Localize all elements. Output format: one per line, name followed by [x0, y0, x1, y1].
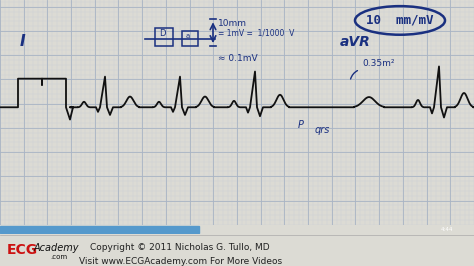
Bar — [155, 28, 173, 46]
Text: Visit www.ECGAcademy.com For More Videos: Visit www.ECGAcademy.com For More Videos — [79, 257, 282, 266]
Bar — [0, 226, 199, 233]
Text: .com: .com — [51, 254, 68, 260]
Text: ≈ 0.1mV: ≈ 0.1mV — [218, 54, 258, 63]
Text: 10  mm/mV: 10 mm/mV — [366, 14, 434, 27]
Text: qrs: qrs — [315, 125, 330, 135]
Text: Copyright © 2011 Nicholas G. Tullo, MD: Copyright © 2011 Nicholas G. Tullo, MD — [91, 243, 270, 252]
Text: a: a — [186, 33, 190, 39]
Text: 4:44: 4:44 — [441, 227, 453, 232]
Text: Academy: Academy — [33, 243, 79, 253]
Text: 0.35m²: 0.35m² — [362, 59, 394, 68]
Text: D: D — [159, 29, 165, 38]
Text: aVR: aVR — [340, 35, 371, 49]
Bar — [182, 31, 198, 46]
Text: ECG: ECG — [7, 243, 38, 257]
Text: 0:00: 0:00 — [0, 227, 14, 232]
Text: 10mm: 10mm — [218, 19, 247, 28]
Text: P: P — [298, 120, 304, 130]
Text: I: I — [20, 34, 26, 49]
Text: = 1mV =  1/1000  V: = 1mV = 1/1000 V — [218, 29, 294, 38]
